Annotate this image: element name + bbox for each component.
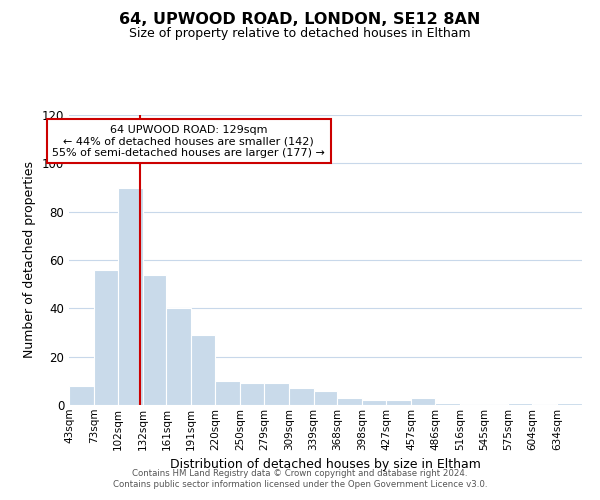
Bar (240, 383, 264, 405)
Bar (337, 398, 362, 405)
Bar (191, 335, 215, 405)
Text: Contains public sector information licensed under the Open Government Licence v3: Contains public sector information licen… (113, 480, 487, 489)
Bar (264, 383, 289, 405)
Bar (69, 386, 94, 405)
Text: 64 UPWOOD ROAD: 129sqm
← 44% of detached houses are smaller (142)
55% of semi-de: 64 UPWOOD ROAD: 129sqm ← 44% of detached… (52, 124, 325, 158)
Y-axis label: Number of detached properties: Number of detached properties (23, 162, 36, 358)
Text: Size of property relative to detached houses in Eltham: Size of property relative to detached ho… (129, 28, 471, 40)
Bar (435, 402, 460, 405)
Bar (411, 398, 435, 405)
Bar (386, 400, 411, 405)
Bar (118, 188, 143, 405)
Bar (94, 270, 118, 405)
Bar (215, 381, 240, 405)
Text: 64, UPWOOD ROAD, LONDON, SE12 8AN: 64, UPWOOD ROAD, LONDON, SE12 8AN (119, 12, 481, 28)
Bar (314, 390, 337, 405)
Bar (557, 402, 582, 405)
Bar (289, 388, 314, 405)
X-axis label: Distribution of detached houses by size in Eltham: Distribution of detached houses by size … (170, 458, 481, 471)
Bar (143, 274, 166, 405)
Bar (362, 400, 386, 405)
Bar (166, 308, 191, 405)
Bar (508, 402, 532, 405)
Text: Contains HM Land Registry data © Crown copyright and database right 2024.: Contains HM Land Registry data © Crown c… (132, 468, 468, 477)
